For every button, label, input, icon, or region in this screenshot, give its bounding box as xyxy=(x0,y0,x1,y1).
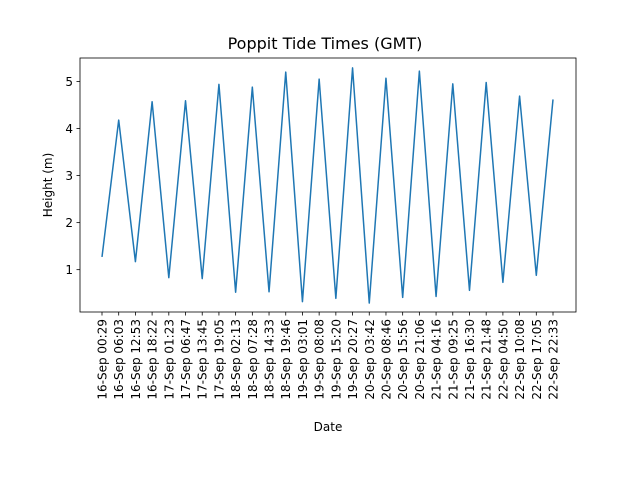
x-tick-label: 18-Sep 02:13 xyxy=(229,319,243,400)
y-tick-label: 4 xyxy=(65,122,73,136)
x-tick-label: 16-Sep 06:03 xyxy=(112,319,126,400)
x-tick-label: 22-Sep 10:08 xyxy=(513,319,527,400)
y-tick-label: 2 xyxy=(65,216,73,230)
y-axis-label: Height (m) xyxy=(41,153,55,218)
chart-title: Poppit Tide Times (GMT) xyxy=(228,34,423,53)
x-tick-label: 18-Sep 07:28 xyxy=(246,319,260,400)
x-tick-label: 17-Sep 13:45 xyxy=(196,319,210,400)
y-tick-label: 5 xyxy=(65,75,73,89)
x-tick-label: 19-Sep 20:27 xyxy=(346,319,360,400)
x-tick-label: 17-Sep 19:05 xyxy=(212,319,226,400)
x-tick-label: 17-Sep 06:47 xyxy=(179,319,193,400)
x-tick-label: 20-Sep 08:46 xyxy=(379,319,393,400)
x-tick-label: 18-Sep 14:33 xyxy=(263,319,277,400)
x-tick-label: 20-Sep 21:06 xyxy=(413,319,427,400)
x-tick-label: 16-Sep 00:29 xyxy=(96,319,110,400)
x-tick-label: 22-Sep 17:05 xyxy=(530,319,544,400)
x-tick-label: 21-Sep 16:30 xyxy=(463,319,477,400)
x-tick-label: 16-Sep 12:53 xyxy=(129,319,143,400)
x-tick-label: 19-Sep 08:08 xyxy=(313,319,327,400)
plot-frame xyxy=(79,57,577,313)
x-tick-label: 21-Sep 04:16 xyxy=(430,319,444,400)
x-tick-label: 21-Sep 21:48 xyxy=(480,319,494,400)
x-tick-label: 20-Sep 03:42 xyxy=(363,319,377,400)
x-tick-label: 16-Sep 18:22 xyxy=(146,319,160,400)
x-tick-label: 17-Sep 01:23 xyxy=(162,319,176,400)
x-axis-label: Date xyxy=(314,420,343,434)
x-tick-label: 19-Sep 15:20 xyxy=(329,319,343,400)
x-tick-label: 20-Sep 15:56 xyxy=(396,319,410,400)
x-tick-label: 19-Sep 03:01 xyxy=(296,319,310,400)
x-tick-label: 22-Sep 04:50 xyxy=(496,319,510,400)
plot-area: 1 2 3 4 5 16-Sep 00:29 16-Sep 06:03 16-Sep 12:5… xyxy=(65,57,577,400)
y-tick-label: 1 xyxy=(65,263,73,277)
y-tick-label: 3 xyxy=(65,169,73,183)
x-tick-label: 21-Sep 09:25 xyxy=(446,319,460,400)
x-tick-label: 18-Sep 19:46 xyxy=(279,319,293,400)
x-tick-label: 22-Sep 22:33 xyxy=(547,319,561,400)
series-line xyxy=(101,67,554,304)
